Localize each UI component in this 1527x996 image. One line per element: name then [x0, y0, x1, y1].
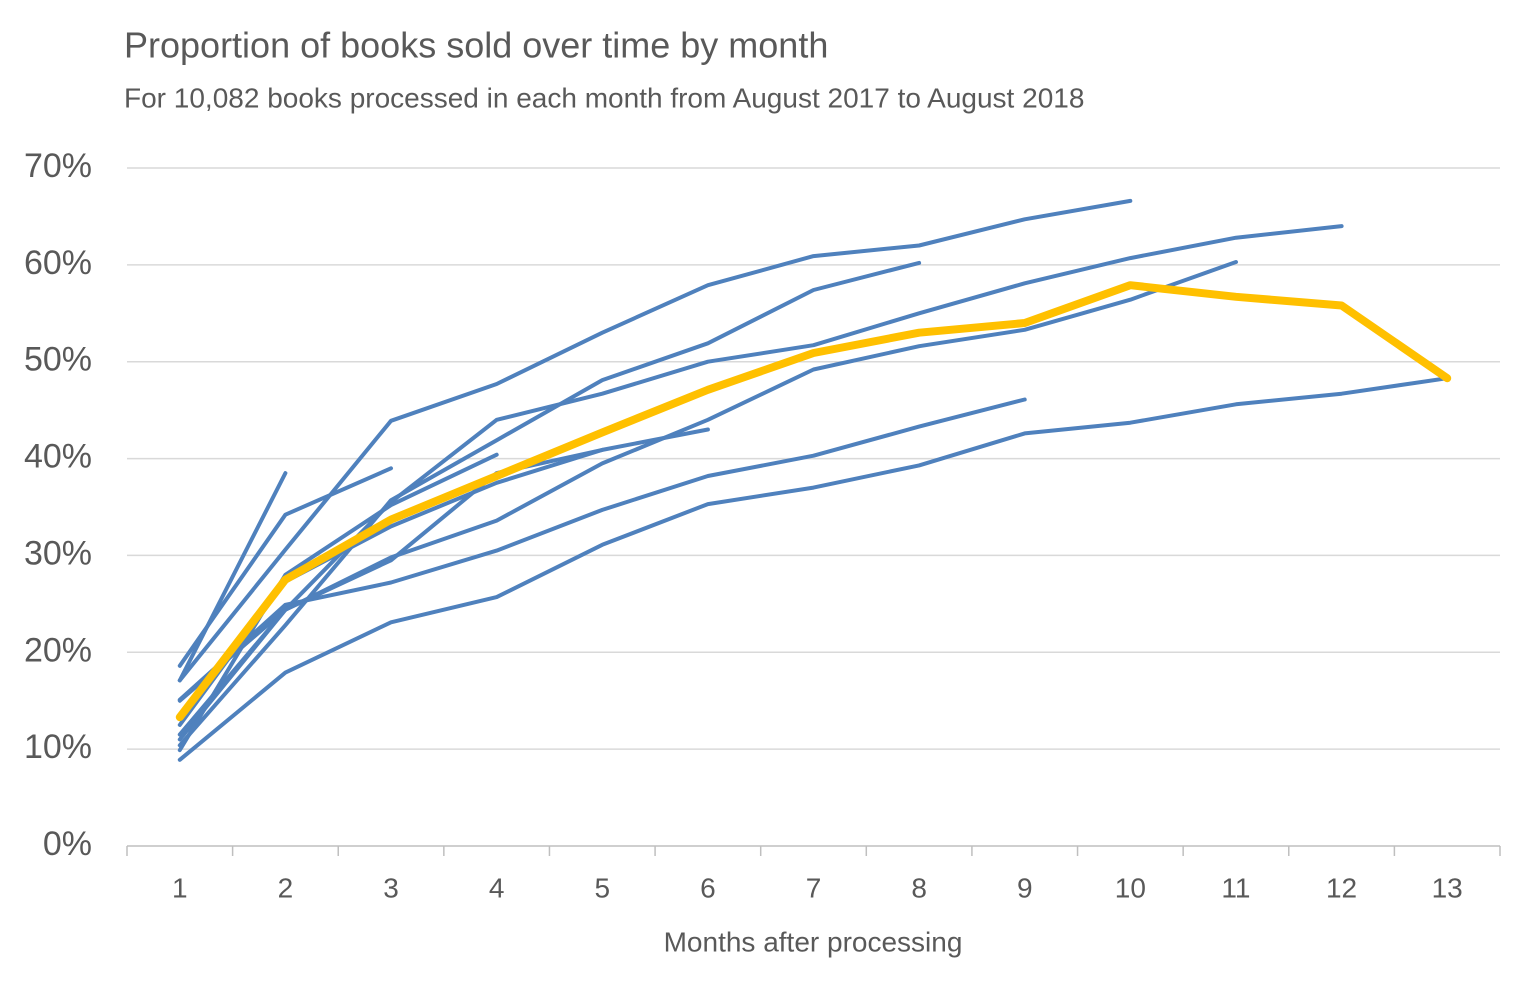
x-tick-label: 2	[278, 872, 294, 903]
x-tick-label: 8	[911, 872, 927, 903]
y-tick-label: 70%	[24, 147, 92, 185]
series-line	[177, 260, 1238, 703]
x-axis-label: Months after processing	[664, 926, 963, 957]
x-tick-label: 4	[489, 872, 505, 903]
series-line	[177, 397, 1027, 702]
y-tick-label: 50%	[24, 341, 92, 379]
y-tick-label: 60%	[24, 244, 92, 282]
series-line	[177, 452, 499, 753]
x-tick-label: 13	[1432, 872, 1463, 903]
y-tick-label: 30%	[24, 534, 92, 572]
series-line	[177, 260, 922, 748]
x-tick-label: 12	[1326, 872, 1357, 903]
y-tick-label: 10%	[24, 728, 92, 766]
x-tick-label: 5	[594, 872, 610, 903]
y-tick-label: 40%	[24, 438, 92, 476]
chart-title: Proportion of books sold over time by mo…	[124, 25, 828, 66]
series-line	[177, 427, 710, 737]
x-tick-label: 11	[1221, 872, 1250, 903]
series-line	[175, 281, 1452, 722]
series-line	[177, 376, 1450, 762]
series-line	[177, 471, 288, 683]
y-tick-label: 0%	[43, 825, 92, 863]
x-tick-label: 10	[1115, 872, 1146, 903]
series-line	[177, 447, 605, 727]
x-tick-label: 6	[700, 872, 716, 903]
x-tick-label: 3	[383, 872, 399, 903]
chart-subtitle: For 10,082 books processed in each month…	[124, 82, 1084, 113]
y-tick-label: 20%	[24, 631, 92, 669]
x-tick-label: 7	[806, 872, 822, 903]
series-line	[177, 198, 1133, 683]
x-tick-label: 1	[172, 872, 188, 903]
x-tick-label: 9	[1017, 872, 1033, 903]
